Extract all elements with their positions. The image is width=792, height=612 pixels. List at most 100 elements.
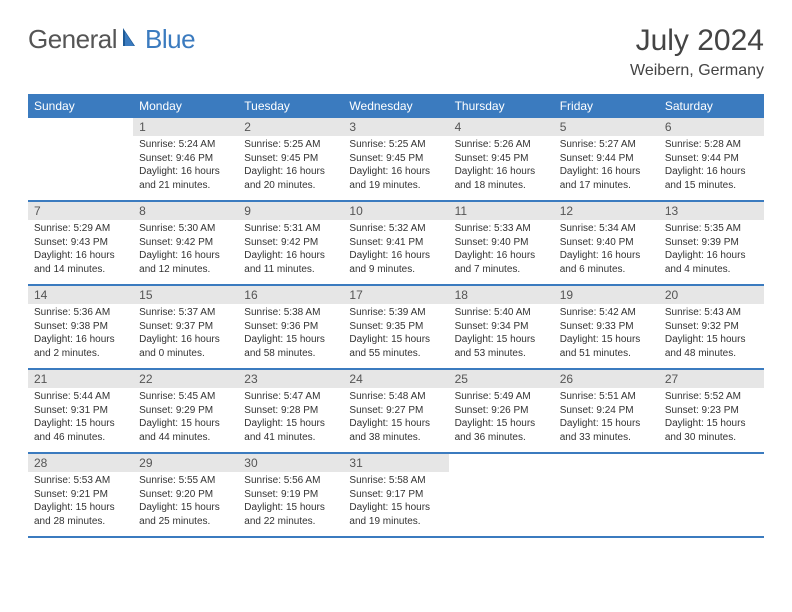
day-details: Sunrise: 5:29 AMSunset: 9:43 PMDaylight:… <box>28 220 133 280</box>
day-number <box>554 454 659 472</box>
day-cell: 23Sunrise: 5:47 AMSunset: 9:28 PMDayligh… <box>238 370 343 454</box>
day-details: Sunrise: 5:43 AMSunset: 9:32 PMDaylight:… <box>659 304 764 364</box>
daylight-line: Daylight: 15 hours and 41 minutes. <box>244 417 337 444</box>
day-details: Sunrise: 5:31 AMSunset: 9:42 PMDaylight:… <box>238 220 343 280</box>
day-cell: 3Sunrise: 5:25 AMSunset: 9:45 PMDaylight… <box>343 118 448 202</box>
day-cell: 12Sunrise: 5:34 AMSunset: 9:40 PMDayligh… <box>554 202 659 286</box>
sunrise-line: Sunrise: 5:49 AM <box>455 390 548 404</box>
day-cell: 10Sunrise: 5:32 AMSunset: 9:41 PMDayligh… <box>343 202 448 286</box>
daylight-line: Daylight: 15 hours and 48 minutes. <box>665 333 758 360</box>
weekday-header: Thursday <box>449 94 554 118</box>
sunset-line: Sunset: 9:26 PM <box>455 404 548 418</box>
day-cell: 22Sunrise: 5:45 AMSunset: 9:29 PMDayligh… <box>133 370 238 454</box>
daylight-line: Daylight: 16 hours and 18 minutes. <box>455 165 548 192</box>
day-cell: 14Sunrise: 5:36 AMSunset: 9:38 PMDayligh… <box>28 286 133 370</box>
sunset-line: Sunset: 9:20 PM <box>139 488 232 502</box>
sunset-line: Sunset: 9:42 PM <box>139 236 232 250</box>
sunset-line: Sunset: 9:28 PM <box>244 404 337 418</box>
sunrise-line: Sunrise: 5:28 AM <box>665 138 758 152</box>
day-details: Sunrise: 5:32 AMSunset: 9:41 PMDaylight:… <box>343 220 448 280</box>
day-details: Sunrise: 5:26 AMSunset: 9:45 PMDaylight:… <box>449 136 554 196</box>
day-number: 11 <box>449 202 554 220</box>
day-details: Sunrise: 5:40 AMSunset: 9:34 PMDaylight:… <box>449 304 554 364</box>
sunset-line: Sunset: 9:32 PM <box>665 320 758 334</box>
day-details: Sunrise: 5:36 AMSunset: 9:38 PMDaylight:… <box>28 304 133 364</box>
days-grid: 1Sunrise: 5:24 AMSunset: 9:46 PMDaylight… <box>28 118 764 538</box>
sunset-line: Sunset: 9:29 PM <box>139 404 232 418</box>
sunset-line: Sunset: 9:45 PM <box>349 152 442 166</box>
day-cell: 2Sunrise: 5:25 AMSunset: 9:45 PMDaylight… <box>238 118 343 202</box>
day-number: 21 <box>28 370 133 388</box>
day-number <box>28 118 133 136</box>
day-cell: 27Sunrise: 5:52 AMSunset: 9:23 PMDayligh… <box>659 370 764 454</box>
daylight-line: Daylight: 15 hours and 58 minutes. <box>244 333 337 360</box>
sunset-line: Sunset: 9:23 PM <box>665 404 758 418</box>
day-cell: 26Sunrise: 5:51 AMSunset: 9:24 PMDayligh… <box>554 370 659 454</box>
sunset-line: Sunset: 9:33 PM <box>560 320 653 334</box>
day-cell: 29Sunrise: 5:55 AMSunset: 9:20 PMDayligh… <box>133 454 238 538</box>
daylight-line: Daylight: 15 hours and 44 minutes. <box>139 417 232 444</box>
logo-text-1: General <box>28 24 117 55</box>
weekday-header: Wednesday <box>343 94 448 118</box>
day-details: Sunrise: 5:49 AMSunset: 9:26 PMDaylight:… <box>449 388 554 448</box>
sunrise-line: Sunrise: 5:33 AM <box>455 222 548 236</box>
sunrise-line: Sunrise: 5:35 AM <box>665 222 758 236</box>
sunset-line: Sunset: 9:35 PM <box>349 320 442 334</box>
day-details: Sunrise: 5:51 AMSunset: 9:24 PMDaylight:… <box>554 388 659 448</box>
day-cell: 16Sunrise: 5:38 AMSunset: 9:36 PMDayligh… <box>238 286 343 370</box>
weekday-header: Friday <box>554 94 659 118</box>
day-details: Sunrise: 5:38 AMSunset: 9:36 PMDaylight:… <box>238 304 343 364</box>
day-details: Sunrise: 5:37 AMSunset: 9:37 PMDaylight:… <box>133 304 238 364</box>
logo-sail-icon <box>121 26 141 53</box>
sunrise-line: Sunrise: 5:39 AM <box>349 306 442 320</box>
day-cell: 21Sunrise: 5:44 AMSunset: 9:31 PMDayligh… <box>28 370 133 454</box>
day-number: 12 <box>554 202 659 220</box>
day-cell <box>449 454 554 538</box>
day-details: Sunrise: 5:35 AMSunset: 9:39 PMDaylight:… <box>659 220 764 280</box>
weekday-header: Sunday <box>28 94 133 118</box>
day-number: 4 <box>449 118 554 136</box>
sunrise-line: Sunrise: 5:51 AM <box>560 390 653 404</box>
sunrise-line: Sunrise: 5:30 AM <box>139 222 232 236</box>
sunrise-line: Sunrise: 5:31 AM <box>244 222 337 236</box>
day-cell: 17Sunrise: 5:39 AMSunset: 9:35 PMDayligh… <box>343 286 448 370</box>
sunrise-line: Sunrise: 5:48 AM <box>349 390 442 404</box>
day-number <box>449 454 554 472</box>
day-details: Sunrise: 5:39 AMSunset: 9:35 PMDaylight:… <box>343 304 448 364</box>
day-number: 20 <box>659 286 764 304</box>
day-details: Sunrise: 5:53 AMSunset: 9:21 PMDaylight:… <box>28 472 133 532</box>
daylight-line: Daylight: 16 hours and 20 minutes. <box>244 165 337 192</box>
day-details: Sunrise: 5:25 AMSunset: 9:45 PMDaylight:… <box>238 136 343 196</box>
daylight-line: Daylight: 15 hours and 19 minutes. <box>349 501 442 528</box>
sunset-line: Sunset: 9:36 PM <box>244 320 337 334</box>
day-number: 14 <box>28 286 133 304</box>
day-cell: 7Sunrise: 5:29 AMSunset: 9:43 PMDaylight… <box>28 202 133 286</box>
day-number: 24 <box>343 370 448 388</box>
sunrise-line: Sunrise: 5:52 AM <box>665 390 758 404</box>
day-cell: 15Sunrise: 5:37 AMSunset: 9:37 PMDayligh… <box>133 286 238 370</box>
daylight-line: Daylight: 16 hours and 9 minutes. <box>349 249 442 276</box>
sunrise-line: Sunrise: 5:43 AM <box>665 306 758 320</box>
weekday-header-row: SundayMondayTuesdayWednesdayThursdayFrid… <box>28 94 764 118</box>
sunset-line: Sunset: 9:37 PM <box>139 320 232 334</box>
sunrise-line: Sunrise: 5:38 AM <box>244 306 337 320</box>
day-cell: 30Sunrise: 5:56 AMSunset: 9:19 PMDayligh… <box>238 454 343 538</box>
daylight-line: Daylight: 16 hours and 7 minutes. <box>455 249 548 276</box>
daylight-line: Daylight: 15 hours and 36 minutes. <box>455 417 548 444</box>
calendar: SundayMondayTuesdayWednesdayThursdayFrid… <box>28 94 764 538</box>
sunset-line: Sunset: 9:44 PM <box>560 152 653 166</box>
day-cell: 24Sunrise: 5:48 AMSunset: 9:27 PMDayligh… <box>343 370 448 454</box>
day-cell <box>28 118 133 202</box>
logo-text-2: Blue <box>145 24 195 55</box>
day-cell: 9Sunrise: 5:31 AMSunset: 9:42 PMDaylight… <box>238 202 343 286</box>
day-cell: 18Sunrise: 5:40 AMSunset: 9:34 PMDayligh… <box>449 286 554 370</box>
daylight-line: Daylight: 16 hours and 6 minutes. <box>560 249 653 276</box>
day-number: 8 <box>133 202 238 220</box>
sunset-line: Sunset: 9:21 PM <box>34 488 127 502</box>
day-number: 19 <box>554 286 659 304</box>
daylight-line: Daylight: 15 hours and 53 minutes. <box>455 333 548 360</box>
sunset-line: Sunset: 9:40 PM <box>455 236 548 250</box>
day-details: Sunrise: 5:58 AMSunset: 9:17 PMDaylight:… <box>343 472 448 532</box>
day-cell: 8Sunrise: 5:30 AMSunset: 9:42 PMDaylight… <box>133 202 238 286</box>
sunset-line: Sunset: 9:42 PM <box>244 236 337 250</box>
